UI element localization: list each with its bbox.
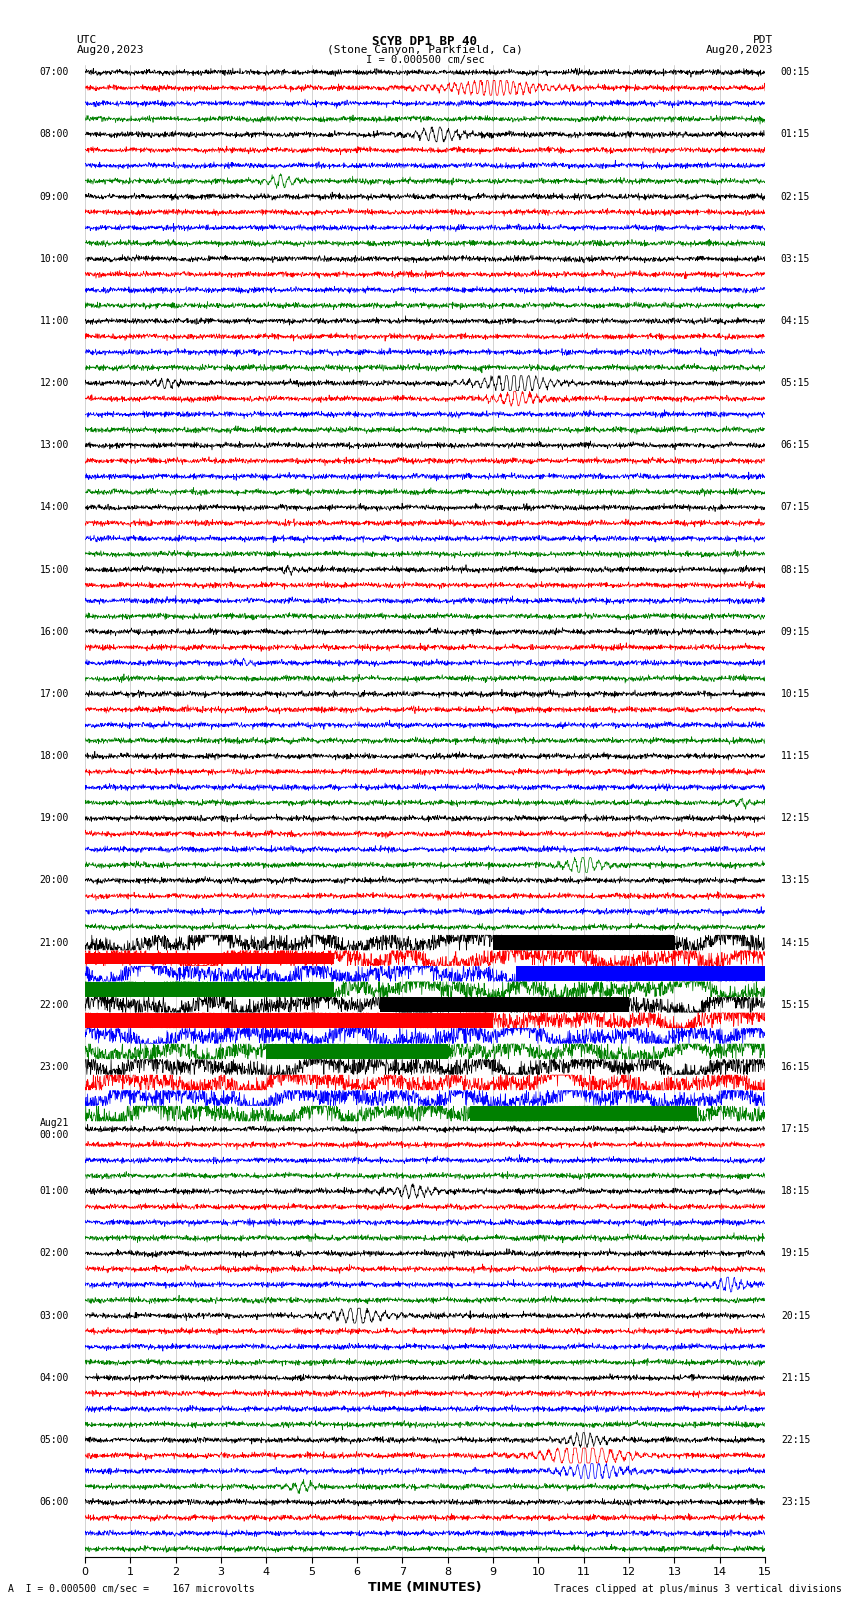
- Text: Traces clipped at plus/minus 3 vertical divisions: Traces clipped at plus/minus 3 vertical …: [553, 1584, 842, 1594]
- Text: 21:15: 21:15: [781, 1373, 810, 1382]
- Text: 02:15: 02:15: [781, 192, 810, 202]
- Text: 06:00: 06:00: [40, 1497, 69, 1507]
- Text: 20:00: 20:00: [40, 876, 69, 886]
- Text: 17:00: 17:00: [40, 689, 69, 698]
- Text: 19:15: 19:15: [781, 1248, 810, 1258]
- Text: 21:00: 21:00: [40, 937, 69, 948]
- Text: 07:15: 07:15: [781, 503, 810, 513]
- Text: Aug21
00:00: Aug21 00:00: [40, 1118, 69, 1140]
- Text: 04:15: 04:15: [781, 316, 810, 326]
- Text: 15:15: 15:15: [781, 1000, 810, 1010]
- Text: 13:15: 13:15: [781, 876, 810, 886]
- Text: 16:15: 16:15: [781, 1061, 810, 1073]
- Text: 22:15: 22:15: [781, 1436, 810, 1445]
- Text: A  I = 0.000500 cm/sec =    167 microvolts: A I = 0.000500 cm/sec = 167 microvolts: [8, 1584, 255, 1594]
- Text: 22:00: 22:00: [40, 1000, 69, 1010]
- Text: 12:00: 12:00: [40, 377, 69, 389]
- X-axis label: TIME (MINUTES): TIME (MINUTES): [368, 1581, 482, 1594]
- Text: 09:15: 09:15: [781, 627, 810, 637]
- Text: 11:00: 11:00: [40, 316, 69, 326]
- Text: 19:00: 19:00: [40, 813, 69, 823]
- Text: 06:15: 06:15: [781, 440, 810, 450]
- Text: 01:15: 01:15: [781, 129, 810, 139]
- Text: 05:15: 05:15: [781, 377, 810, 389]
- Text: 05:00: 05:00: [40, 1436, 69, 1445]
- Text: 18:00: 18:00: [40, 752, 69, 761]
- Text: 03:15: 03:15: [781, 253, 810, 265]
- Text: SCYB DP1 BP 40: SCYB DP1 BP 40: [372, 35, 478, 48]
- Text: 04:00: 04:00: [40, 1373, 69, 1382]
- Text: 14:15: 14:15: [781, 937, 810, 948]
- Text: 14:00: 14:00: [40, 503, 69, 513]
- Text: 08:00: 08:00: [40, 129, 69, 139]
- Text: 10:15: 10:15: [781, 689, 810, 698]
- Text: 03:00: 03:00: [40, 1311, 69, 1321]
- Text: 17:15: 17:15: [781, 1124, 810, 1134]
- Text: 08:15: 08:15: [781, 565, 810, 574]
- Text: 10:00: 10:00: [40, 253, 69, 265]
- Text: 23:00: 23:00: [40, 1061, 69, 1073]
- Text: 18:15: 18:15: [781, 1186, 810, 1197]
- Text: 00:15: 00:15: [781, 68, 810, 77]
- Text: 23:15: 23:15: [781, 1497, 810, 1507]
- Text: PDT: PDT: [753, 35, 774, 45]
- Text: 15:00: 15:00: [40, 565, 69, 574]
- Text: 11:15: 11:15: [781, 752, 810, 761]
- Text: 01:00: 01:00: [40, 1186, 69, 1197]
- Text: 20:15: 20:15: [781, 1311, 810, 1321]
- Text: 02:00: 02:00: [40, 1248, 69, 1258]
- Text: UTC: UTC: [76, 35, 97, 45]
- Text: I = 0.000500 cm/sec: I = 0.000500 cm/sec: [366, 55, 484, 65]
- Text: 12:15: 12:15: [781, 813, 810, 823]
- Text: 07:00: 07:00: [40, 68, 69, 77]
- Text: Aug20,2023: Aug20,2023: [76, 45, 144, 55]
- Text: 16:00: 16:00: [40, 627, 69, 637]
- Text: (Stone Canyon, Parkfield, Ca): (Stone Canyon, Parkfield, Ca): [327, 45, 523, 55]
- Text: 09:00: 09:00: [40, 192, 69, 202]
- Text: Aug20,2023: Aug20,2023: [706, 45, 774, 55]
- Text: 13:00: 13:00: [40, 440, 69, 450]
